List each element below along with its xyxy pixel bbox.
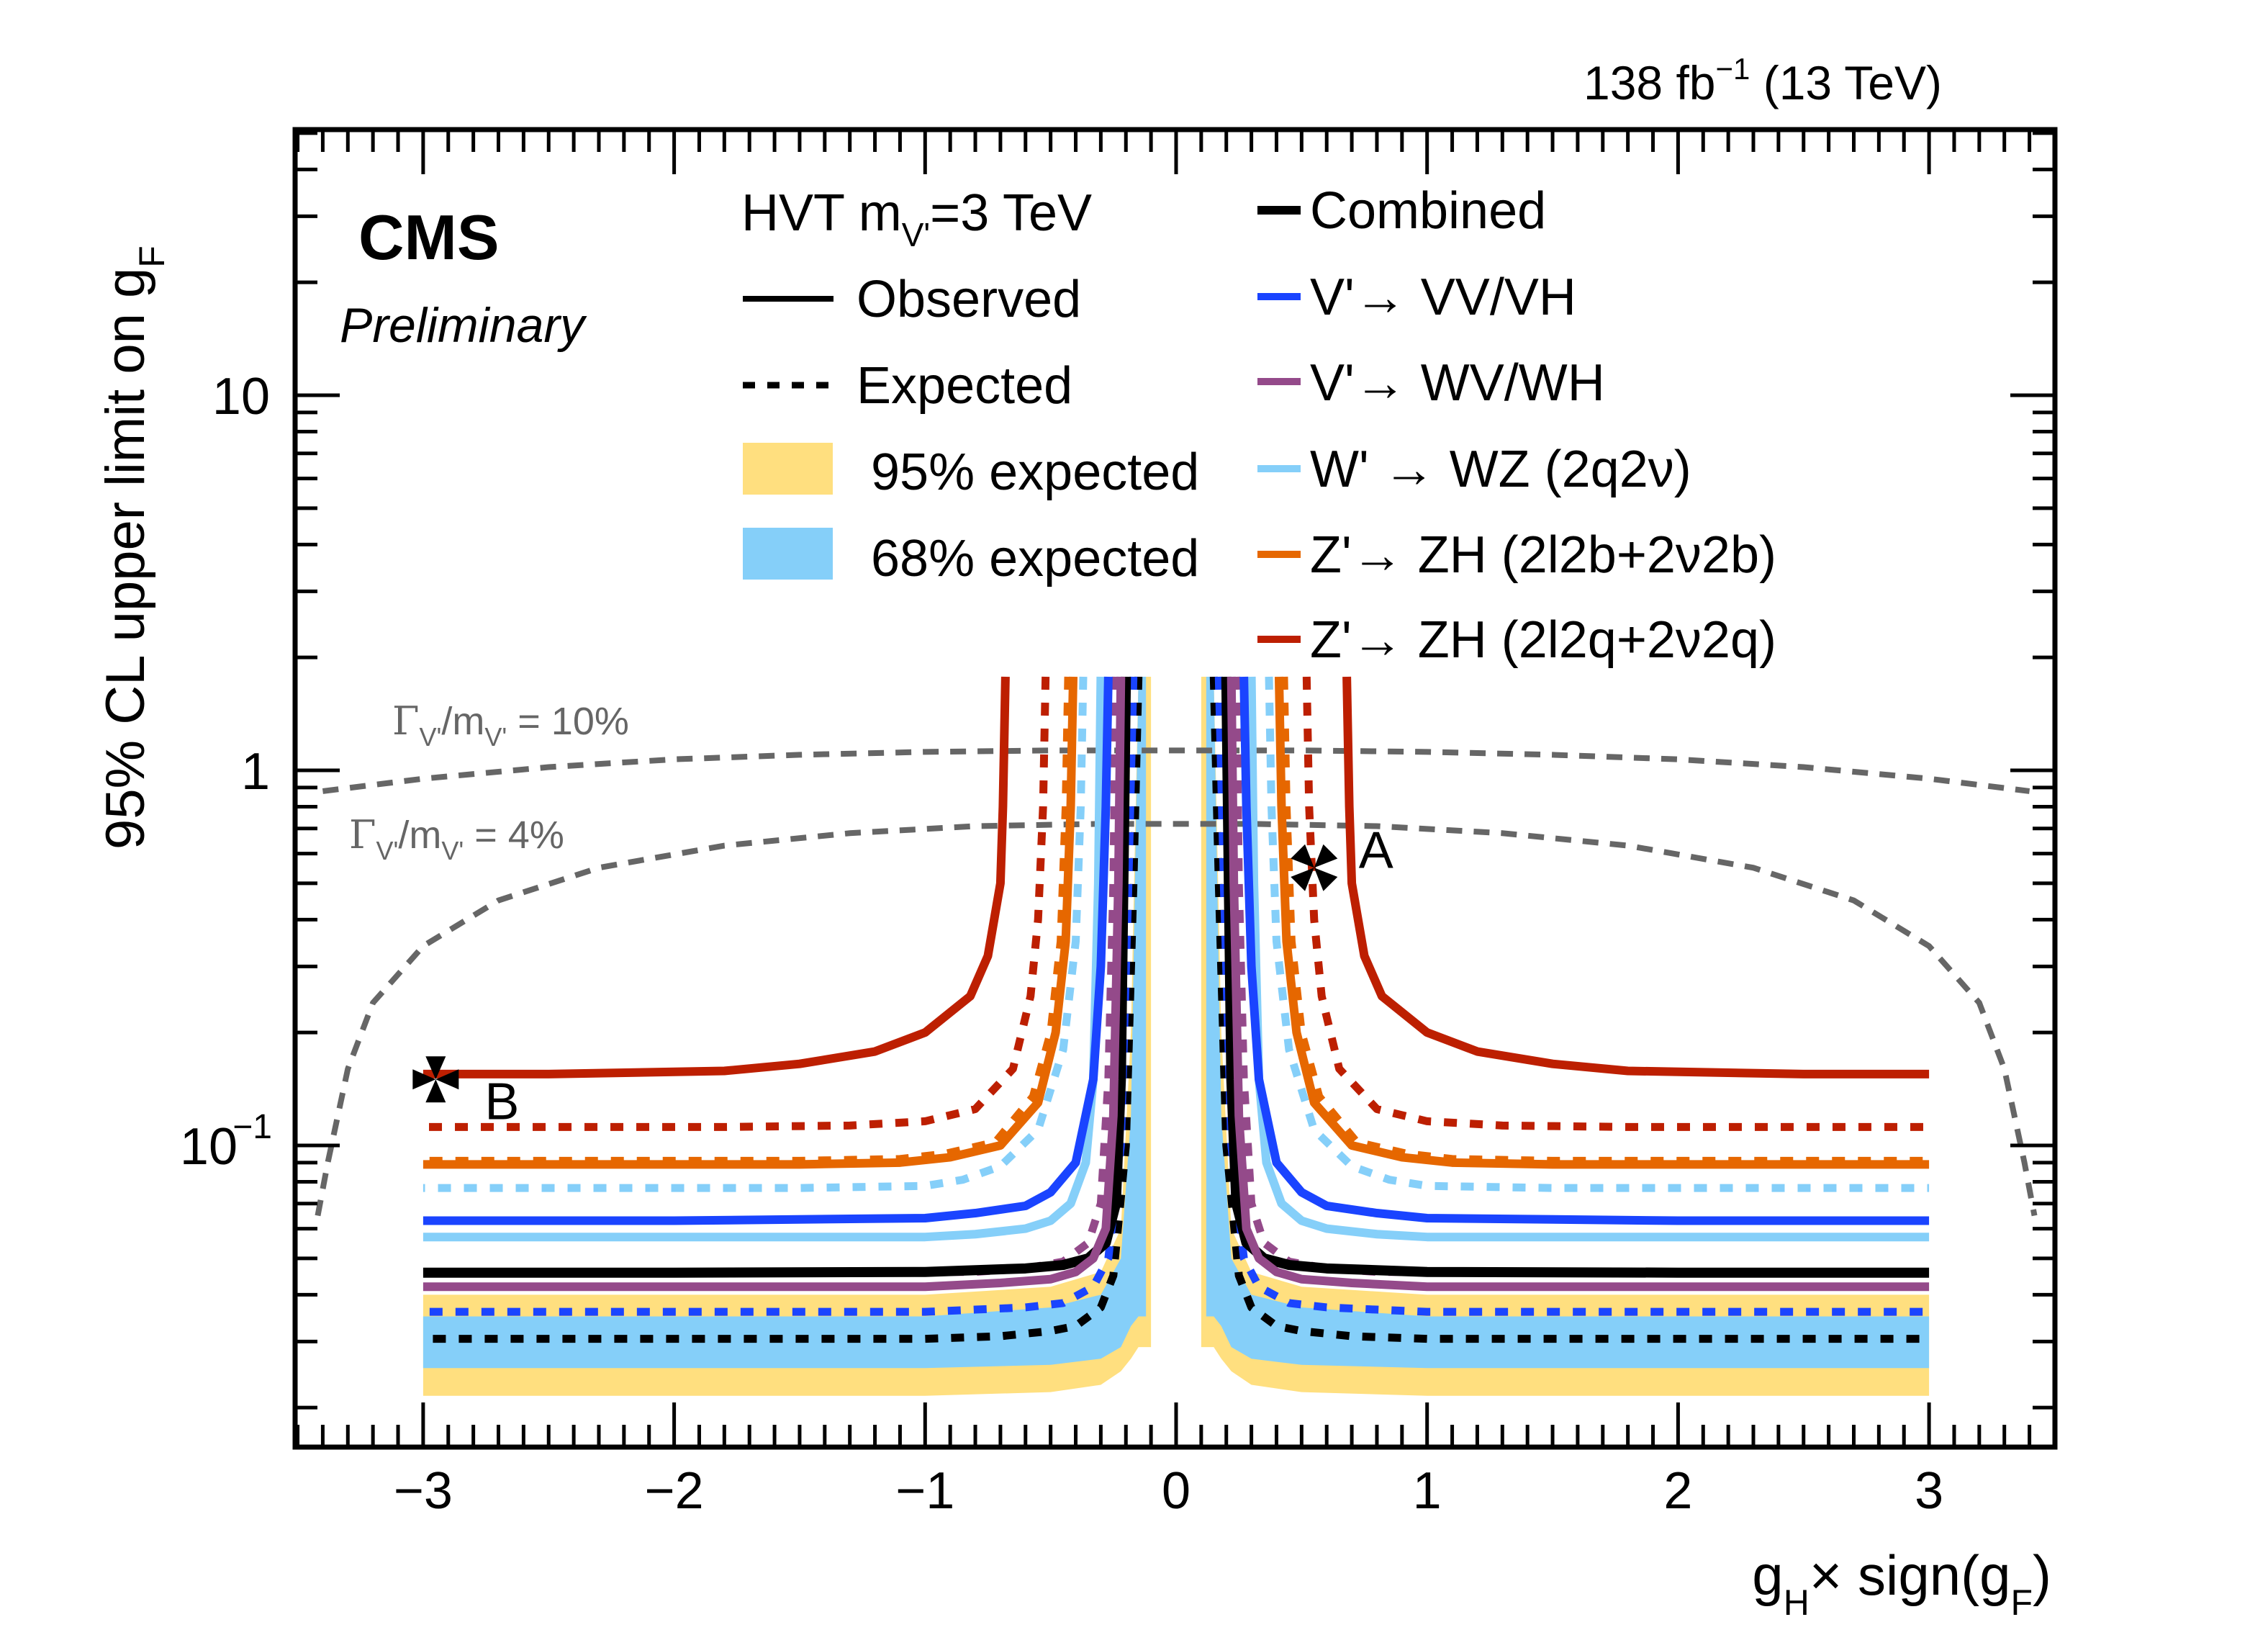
z-zh-2l2b-2-2b-observed-left (423, 676, 1078, 1169)
y-tick-exponent: −1 (232, 1108, 272, 1146)
benchmark-b-label: B (484, 1073, 519, 1130)
y-tick-label: 10 (180, 1118, 238, 1176)
marker-arm-icon (1291, 868, 1314, 891)
v-vv-vh-expected-right (1214, 676, 1930, 1316)
y-tick-label: 10 (212, 368, 270, 425)
x-tick-label: 0 (1162, 1462, 1191, 1520)
legend-header: HVT mV'=3 TeV (741, 184, 1092, 253)
legend-combined-label: Combined (1310, 182, 1546, 240)
marker-arm-icon (412, 1069, 436, 1090)
w-wz-observed-left (423, 676, 1106, 1242)
uncertainty-bands (423, 677, 1930, 1396)
z-zh-2l2b-2-2b-expected-right (1280, 676, 1930, 1165)
v-vv-vh-expected-left (423, 676, 1138, 1316)
benchmark-markers: AB (412, 821, 1393, 1130)
axis-ticks (295, 130, 2056, 1447)
width-4pct-curve (315, 821, 2038, 1217)
width-curves (315, 747, 2038, 1217)
width-10pct-curve (322, 747, 2030, 794)
v-wv-wh-expected-left (423, 676, 1120, 1276)
preliminary-label: Preliminary (340, 298, 587, 353)
legend: HVT mV'=3 TeV Observed Expected 95% expe… (741, 182, 1776, 669)
v-wv-wh-observed-right (1226, 676, 1930, 1292)
v-wv-wh-observed-left (423, 676, 1126, 1292)
x-tick-label: 3 (1915, 1462, 1943, 1520)
x-tick-label: −1 (895, 1462, 954, 1520)
v-vv-vh-observed-right (1239, 676, 1930, 1225)
w-wz-expected-left (423, 676, 1088, 1192)
w-wz-observed-right (1247, 676, 1930, 1242)
legend-zh2q-label: Z'→ ZH (2l2q+2ν2q) (1310, 611, 1776, 669)
combined-observed-right (1221, 676, 1930, 1278)
z-zh-2l2q-2-2q-observed-left (423, 676, 1010, 1078)
z-zh-2l2q-2-2q-observed-right (1342, 676, 1930, 1078)
legend-observed-label: Observed (857, 271, 1081, 328)
legend-expected-label: Expected (857, 357, 1072, 415)
legend-wz-label: W' → WZ (2q2ν) (1310, 441, 1691, 498)
benchmark-a-label: A (1359, 821, 1393, 879)
cms-label: CMS (358, 202, 500, 273)
y-axis-title: 95% CL upper limit on gF (95, 246, 172, 850)
v-wv-wh-expected-right (1232, 676, 1930, 1276)
v-vv-vh-observed-left (423, 676, 1113, 1225)
limit-curves (423, 676, 1930, 1343)
marker-arm-icon (1291, 844, 1314, 868)
legend-95-swatch (743, 443, 833, 495)
x-tick-label: −2 (645, 1462, 704, 1520)
legend-95-label: 95% expected (871, 443, 1199, 501)
marker-arm-icon (425, 1079, 446, 1103)
x-tick-label: −3 (394, 1462, 453, 1520)
lumi-label: 138 fb−1 (13 TeV) (1583, 52, 1942, 109)
legend-68-swatch (743, 528, 833, 580)
benchmark-a-marker (1291, 844, 1338, 891)
z-zh-2l2q-2-2q-expected-right (1302, 676, 1930, 1131)
width-4pct-label: ΓV'/mV' = 4% (349, 812, 564, 865)
legend-zh2b-label: Z'→ ZH (2l2b+2ν2b) (1310, 526, 1776, 584)
marker-arm-icon (1314, 844, 1338, 868)
x-axis-title: gH× sign(gF) (1752, 1544, 2051, 1623)
width-10pct-label: ΓV'/mV' = 10% (392, 698, 629, 752)
benchmark-b-marker (412, 1056, 459, 1103)
marker-arm-icon (1314, 868, 1338, 891)
z-zh-2l2q-2-2q-expected-left (423, 676, 1050, 1131)
z-zh-2l2b-2-2b-expected-left (423, 676, 1072, 1165)
legend-wvwh-label: V'→ WV/WH (1310, 354, 1605, 412)
legend-vvvh-label: V'→ VV/VH (1310, 269, 1576, 326)
marker-arm-icon (425, 1056, 446, 1080)
marker-arm-icon (435, 1069, 459, 1090)
w-wz-expected-right (1265, 676, 1930, 1192)
z-zh-2l2b-2-2b-observed-right (1274, 676, 1930, 1169)
legend-68-label: 68% expected (871, 530, 1199, 587)
x-tick-label: 1 (1413, 1462, 1442, 1520)
y-tick-label: 1 (241, 743, 270, 801)
x-tick-label: 2 (1663, 1462, 1692, 1520)
